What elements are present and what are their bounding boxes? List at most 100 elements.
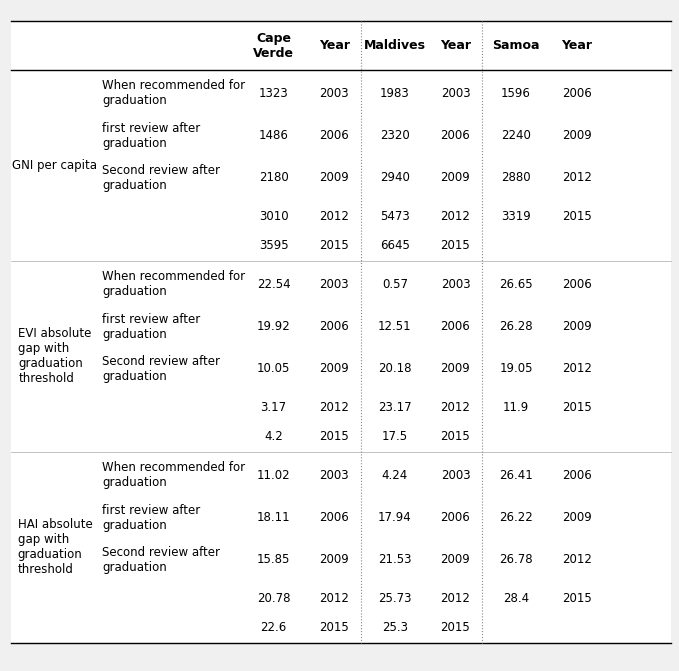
Text: 3595: 3595 [259,240,289,252]
Text: 2003: 2003 [441,87,471,100]
Text: 23.17: 23.17 [378,401,411,413]
Text: HAI absolute
gap with
graduation
threshold: HAI absolute gap with graduation thresho… [18,519,92,576]
Text: 2009: 2009 [562,129,591,142]
Bar [11,583,671,613]
Bar [11,261,671,308]
Text: 5473: 5473 [380,209,409,223]
Text: 2012: 2012 [441,209,471,223]
Text: 2012: 2012 [441,592,471,605]
Text: 11.9: 11.9 [503,401,529,413]
Text: 10.05: 10.05 [257,362,291,375]
Bar [11,70,671,117]
Text: 2006: 2006 [562,278,591,291]
Text: 2320: 2320 [380,129,409,142]
Bar [11,154,671,201]
Bar [11,422,671,452]
Text: 1323: 1323 [259,87,289,100]
Text: first review after
graduation: first review after graduation [102,313,200,341]
Text: first review after
graduation: first review after graduation [102,121,200,150]
Bar [11,308,671,345]
Text: 2006: 2006 [562,87,591,100]
Text: Second review after
graduation: Second review after graduation [102,546,220,574]
Bar [11,345,671,393]
Text: 2009: 2009 [562,511,591,524]
Text: 2006: 2006 [319,320,349,333]
Text: 17.94: 17.94 [378,511,411,524]
Text: 1983: 1983 [380,87,409,100]
Text: 1486: 1486 [259,129,289,142]
Text: 2180: 2180 [259,171,289,185]
Text: 0.57: 0.57 [382,278,408,291]
Text: EVI absolute
gap with
graduation
threshold: EVI absolute gap with graduation thresho… [18,327,92,385]
Text: Samoa: Samoa [492,39,540,52]
Text: 2015: 2015 [319,240,349,252]
Text: 2009: 2009 [562,320,591,333]
Text: 2012: 2012 [319,401,349,413]
Text: 2015: 2015 [319,431,349,444]
Text: 20.18: 20.18 [378,362,411,375]
Bar [11,201,671,231]
Text: When recommended for
graduation: When recommended for graduation [102,462,245,489]
Text: 3010: 3010 [259,209,289,223]
Text: 2015: 2015 [562,592,591,605]
Text: 3319: 3319 [501,209,531,223]
Text: 2003: 2003 [441,278,471,291]
Bar [11,452,671,499]
Text: 2015: 2015 [441,431,471,444]
Text: 2003: 2003 [441,469,471,482]
Text: 2009: 2009 [441,171,471,185]
Text: 26.41: 26.41 [499,469,533,482]
Bar [11,117,671,154]
Text: 2012: 2012 [562,362,591,375]
Text: 2012: 2012 [441,401,471,413]
Text: 22.6: 22.6 [261,621,287,635]
Text: GNI per capita: GNI per capita [12,159,97,172]
Text: Second review after
graduation: Second review after graduation [102,355,220,382]
Text: Year: Year [440,39,471,52]
Text: 6645: 6645 [380,240,410,252]
Text: 15.85: 15.85 [257,553,291,566]
Text: 12.51: 12.51 [378,320,411,333]
Text: 2012: 2012 [562,553,591,566]
Bar [11,393,671,422]
Bar [11,499,671,536]
Bar [11,231,671,261]
Text: 2015: 2015 [441,621,471,635]
Text: 2009: 2009 [441,362,471,375]
Text: 19.05: 19.05 [499,362,533,375]
Text: 4.24: 4.24 [382,469,408,482]
Text: 2003: 2003 [320,87,349,100]
Text: 2009: 2009 [441,553,471,566]
Text: 2240: 2240 [501,129,531,142]
Text: 2006: 2006 [441,511,471,524]
Text: 2006: 2006 [562,469,591,482]
Text: Maldives: Maldives [364,39,426,52]
Text: 2009: 2009 [319,362,349,375]
Text: 26.22: 26.22 [499,511,533,524]
Text: When recommended for
graduation: When recommended for graduation [102,79,245,107]
Text: 26.28: 26.28 [499,320,533,333]
Text: 2015: 2015 [562,209,591,223]
Text: 2006: 2006 [319,511,349,524]
Text: 25.73: 25.73 [378,592,411,605]
Text: 11.02: 11.02 [257,469,291,482]
Text: 3.17: 3.17 [261,401,287,413]
Text: 2012: 2012 [319,209,349,223]
Text: 2940: 2940 [380,171,410,185]
Text: 26.65: 26.65 [499,278,533,291]
Text: 25.3: 25.3 [382,621,408,635]
Text: 2003: 2003 [320,278,349,291]
Text: Year: Year [561,39,592,52]
Text: 19.92: 19.92 [257,320,291,333]
Text: 2003: 2003 [320,469,349,482]
Text: 2880: 2880 [501,171,531,185]
Text: 2012: 2012 [562,171,591,185]
Bar [11,613,671,643]
Text: 18.11: 18.11 [257,511,291,524]
Text: 26.78: 26.78 [499,553,533,566]
Text: 2015: 2015 [319,621,349,635]
Text: 2009: 2009 [319,171,349,185]
Text: 4.2: 4.2 [264,431,283,444]
Text: 2009: 2009 [319,553,349,566]
Text: 2015: 2015 [562,401,591,413]
